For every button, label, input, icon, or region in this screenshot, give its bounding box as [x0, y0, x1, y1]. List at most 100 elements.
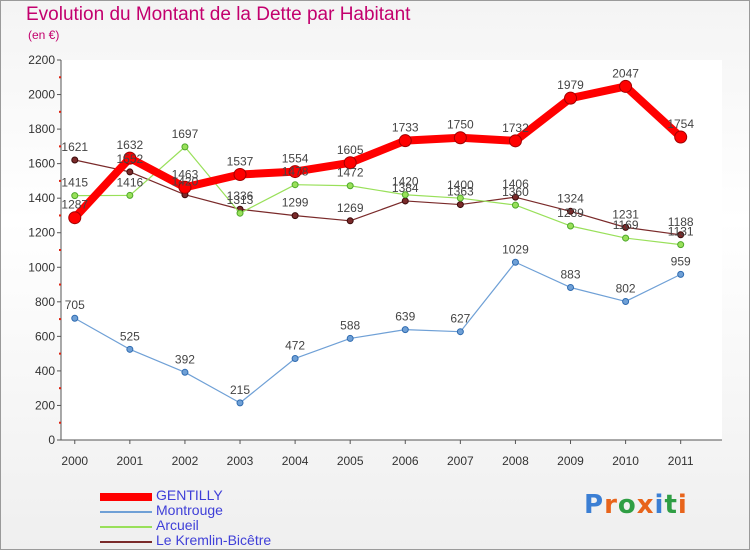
data-point	[456, 328, 464, 336]
data-label: 2047	[612, 66, 639, 80]
data-label: 1363	[447, 185, 474, 199]
x-tick-label: 2011	[668, 454, 694, 468]
data-point	[68, 211, 82, 225]
data-label: 1537	[227, 155, 254, 169]
data-label: 1621	[61, 140, 88, 154]
y-minor-tick	[59, 283, 61, 286]
data-point	[401, 326, 409, 334]
data-label: 1360	[502, 185, 529, 199]
data-label: 1463	[172, 167, 199, 181]
legend-swatch	[100, 540, 152, 543]
data-point	[71, 192, 79, 200]
y-tick-label: 0	[48, 433, 55, 447]
legend-swatch	[100, 525, 152, 528]
data-point	[564, 91, 578, 105]
y-minor-tick	[59, 179, 61, 182]
data-label: 1733	[392, 121, 419, 135]
data-point	[233, 168, 247, 182]
data-point	[401, 191, 409, 199]
data-label: 1239	[557, 206, 584, 220]
data-label: 639	[395, 310, 415, 324]
data-point	[622, 223, 630, 231]
data-label: 1697	[172, 127, 199, 141]
data-label: 1750	[447, 118, 474, 132]
data-point	[567, 283, 575, 291]
y-tick-label: 1000	[28, 260, 55, 274]
y-tick-label: 1400	[28, 191, 55, 205]
y-tick-label: 2000	[28, 88, 55, 102]
data-label: 1632	[117, 138, 144, 152]
data-label: 1979	[557, 78, 584, 92]
data-label: 525	[120, 329, 140, 343]
data-label: 1287	[61, 198, 88, 212]
data-point	[178, 180, 192, 194]
data-point	[291, 354, 299, 362]
y-minor-tick	[59, 249, 61, 251]
data-point	[123, 151, 137, 165]
data-label: 1188	[668, 215, 694, 229]
data-point	[126, 345, 134, 353]
data-label: 1324	[557, 191, 584, 205]
data-label: 1732	[502, 121, 529, 135]
legend-label: Arcueil	[156, 517, 199, 533]
data-label: 1754	[667, 117, 694, 131]
logo-letter: i	[677, 490, 688, 520]
y-tick-label: 400	[35, 364, 55, 378]
proxiti-logo: Proxiti	[584, 490, 688, 520]
data-point	[511, 201, 519, 209]
y-tick-label: 200	[35, 398, 55, 412]
data-point	[126, 168, 134, 176]
data-point	[567, 222, 575, 230]
series-line-le-kremlin-bicêtre	[74, 159, 681, 236]
data-label: 705	[65, 298, 85, 312]
data-point	[677, 231, 685, 239]
y-tick-label: 1600	[28, 157, 55, 171]
legend-swatch	[100, 510, 152, 513]
y-minor-tick	[59, 214, 61, 217]
y-tick-label: 1800	[28, 122, 55, 136]
x-tick-label: 2009	[557, 454, 584, 468]
data-point	[291, 212, 299, 220]
data-label: 1554	[282, 152, 309, 166]
data-point	[456, 201, 464, 209]
legend-label: GENTILLY	[156, 487, 223, 503]
y-minor-tick	[59, 352, 61, 355]
x-tick-label: 2001	[117, 454, 144, 468]
logo-letter: x	[636, 490, 655, 520]
data-point	[508, 134, 522, 148]
data-point	[288, 165, 302, 179]
y-tick-label: 1200	[28, 226, 55, 240]
data-label: 1299	[282, 196, 309, 210]
data-point	[291, 181, 299, 189]
data-label: 883	[561, 267, 581, 281]
data-label: 1269	[337, 201, 364, 215]
y-minor-tick	[59, 318, 61, 321]
logo-letter: t	[664, 490, 678, 520]
data-label: 1336	[227, 189, 254, 203]
data-label: 1415	[61, 176, 88, 190]
y-minor-tick	[59, 387, 61, 390]
y-tick-label: 600	[35, 329, 55, 343]
data-point	[181, 368, 189, 376]
data-point	[619, 79, 633, 93]
data-point	[456, 194, 464, 202]
data-label: 1384	[392, 181, 419, 195]
series-line-gentilly	[71, 82, 684, 221]
logo-letter: i	[654, 490, 665, 520]
data-point	[236, 399, 244, 407]
logo-letter: P	[584, 490, 605, 520]
x-tick-label: 2006	[392, 454, 419, 468]
data-point	[674, 130, 688, 144]
y-tick-label: 2200	[28, 53, 55, 67]
data-label: 392	[175, 352, 195, 366]
legend-swatch	[100, 492, 152, 501]
logo-letter: r	[604, 490, 618, 520]
data-label: 588	[340, 318, 360, 332]
data-label: 1406	[502, 177, 529, 191]
chart-unit: (en €)	[28, 28, 60, 42]
data-label: 959	[671, 254, 691, 268]
x-tick-label: 2004	[282, 454, 309, 468]
data-point	[236, 209, 244, 217]
y-minor-tick	[59, 110, 61, 113]
